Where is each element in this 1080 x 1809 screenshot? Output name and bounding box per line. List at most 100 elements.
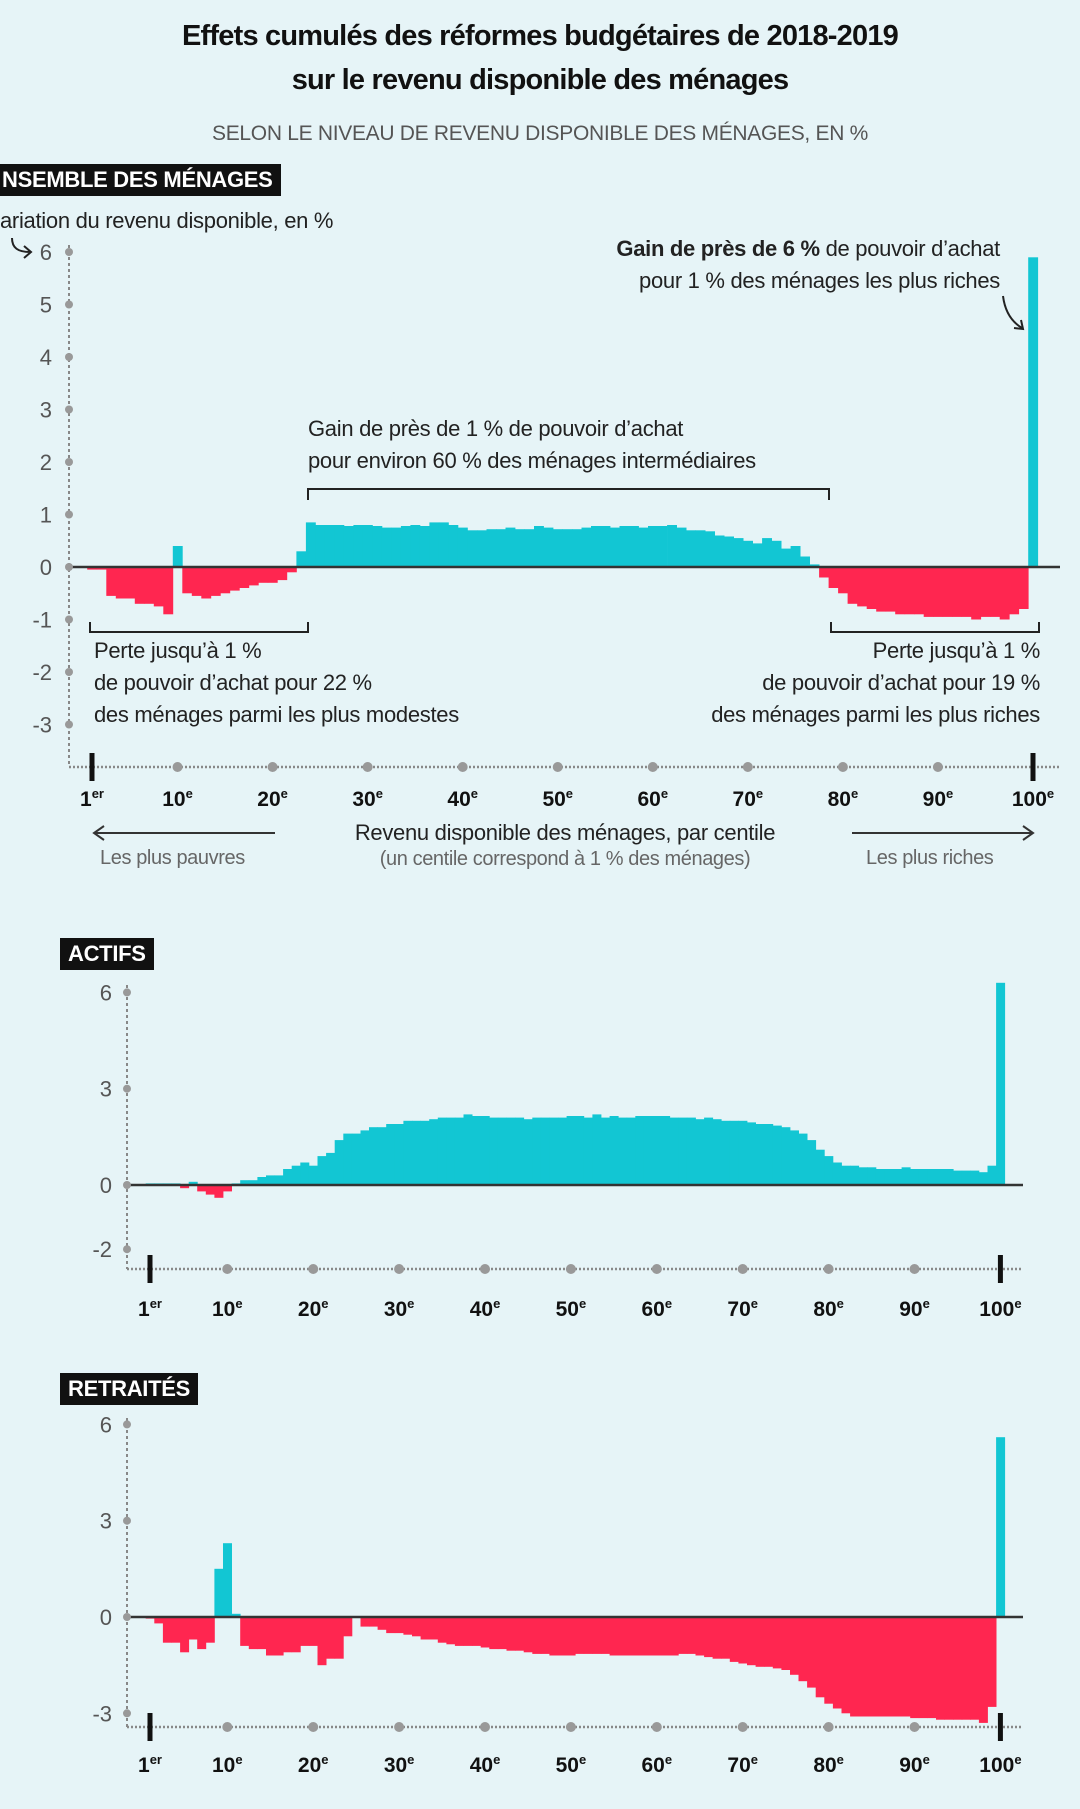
x-tick-number: 100 [979, 1754, 1014, 1777]
x-tick-dot [823, 1264, 834, 1274]
bar-centile-57 [626, 1117, 636, 1185]
x-tick-suffix: er [92, 786, 104, 801]
x-tick-suffix: e [471, 786, 478, 801]
bar-centile-62 [667, 525, 677, 567]
bar-centile-40 [457, 527, 468, 567]
bar-centile-87 [904, 567, 915, 615]
bar-centile-7 [144, 567, 155, 604]
bar-centile-24 [343, 1617, 353, 1637]
bar-centile-27 [334, 525, 345, 567]
x-tick-suffix: e [665, 1752, 672, 1767]
x-tick-dot [565, 1264, 576, 1274]
bar-centile-97 [970, 1170, 980, 1185]
x-tick-label: 1er [138, 1752, 162, 1777]
x-tick-label: 80e [813, 1296, 844, 1321]
x-tick-dot [480, 1722, 491, 1732]
bar-centile-98 [978, 1617, 988, 1723]
bar-centile-66 [705, 531, 715, 567]
bar-centile-49 [558, 1117, 567, 1185]
x-tick-suffix: er [150, 1752, 162, 1767]
y-tick-label: 5 [40, 293, 52, 318]
bar-centile-69 [729, 1120, 739, 1185]
y-tick-label: 6 [100, 1412, 112, 1437]
x-tick-label: 90e [923, 786, 954, 811]
bar-centile-99 [1018, 567, 1029, 609]
bar-centile-47 [540, 1617, 550, 1654]
bar-centile-60 [652, 1116, 662, 1185]
bar-centile-64 [686, 1617, 696, 1654]
x-tick-number: 10 [212, 1298, 235, 1321]
x-axis-end-tick [147, 1713, 153, 1741]
bar-centile-45 [523, 1119, 533, 1185]
x-tick-dot [742, 762, 753, 772]
bar-centile-58 [635, 1617, 645, 1656]
x-tick-dot [457, 762, 468, 772]
bar-centile-68 [724, 536, 734, 567]
x-tick-suffix: er [150, 1296, 162, 1311]
y-tick-dot [65, 300, 73, 309]
x-tick-dot [932, 762, 943, 772]
bar-centile-30 [394, 1617, 404, 1634]
bar-centile-58 [629, 526, 639, 567]
y-tick-dot [123, 988, 131, 997]
bar-centile-37 [454, 1617, 464, 1646]
bar-centile-13 [201, 567, 212, 599]
y-tick-label: 3 [40, 398, 52, 423]
bar-centile-53 [592, 1617, 602, 1654]
x-axis-end-tick [89, 753, 95, 781]
bar-centile-96 [961, 1170, 971, 1185]
bar-centile-95 [980, 567, 991, 617]
bar-centile-29 [353, 525, 364, 567]
bar-centile-59 [638, 527, 649, 567]
x-tick-suffix: e [186, 786, 193, 801]
y-tick-dot [123, 1181, 131, 1189]
panel-label-ensemble: NSEMBLE DES MÉNAGES [0, 164, 281, 196]
x-tick-dot [651, 1722, 662, 1732]
bar-centile-33 [420, 1120, 430, 1185]
x-tick-label: 20e [298, 1296, 329, 1321]
x-tick-label: 70e [733, 786, 764, 811]
bar-centile-16 [274, 1175, 284, 1185]
bar-centile-91 [918, 1617, 928, 1719]
y-tick-label: 0 [100, 1173, 112, 1198]
bar-centile-83 [866, 567, 877, 609]
bar-centile-36 [419, 526, 430, 567]
x-tick-number: 1 [138, 1754, 150, 1777]
bar-centile-79 [828, 567, 839, 588]
x-tick-dot [909, 1264, 920, 1274]
x-tick-label: 90e [899, 1296, 930, 1321]
bar-centile-61 [661, 1116, 671, 1185]
x-tick-dot [823, 1722, 834, 1732]
bar-centile-80 [838, 567, 848, 594]
x-tick-dot [837, 762, 848, 772]
bar-centile-15 [266, 1617, 275, 1656]
x-tick-suffix: e [751, 1296, 758, 1311]
bar-centile-22 [326, 1617, 336, 1659]
bar-centile-63 [678, 1117, 688, 1185]
y-tick-label: -3 [32, 713, 52, 738]
bar-centile-91 [942, 567, 953, 617]
arrow-head-icon [1013, 319, 1025, 331]
x-tick-suffix: e [321, 1296, 328, 1311]
bar-centile-26 [360, 1617, 370, 1627]
y-tick-label: 6 [100, 980, 112, 1005]
title-line-2: sur le revenu disponible des ménages [291, 64, 789, 96]
bar-centile-46 [515, 529, 525, 567]
bar-centile-19 [300, 1617, 310, 1646]
annotation-mid-gain-line1: Gain de près de 1 % de pouvoir d’achat [308, 416, 684, 441]
bar-centile-32 [412, 1120, 421, 1185]
bar-centile-74 [781, 548, 791, 567]
bar-centile-63 [678, 1617, 688, 1654]
x-tick-number: 40 [447, 788, 470, 811]
x-tick-suffix: e [579, 1752, 586, 1767]
y-tick-label: 4 [40, 345, 52, 370]
bar-centile-78 [807, 1140, 817, 1185]
bar-centile-34 [400, 526, 411, 567]
bar-centile-44 [515, 1117, 525, 1185]
x-tick-suffix: e [665, 1296, 672, 1311]
bar-centile-4 [115, 567, 126, 599]
bar-centile-76 [790, 1130, 799, 1185]
bar-centile-67 [714, 535, 725, 567]
x-tick-suffix: e [566, 786, 573, 801]
bar-centile-4 [171, 1617, 181, 1643]
